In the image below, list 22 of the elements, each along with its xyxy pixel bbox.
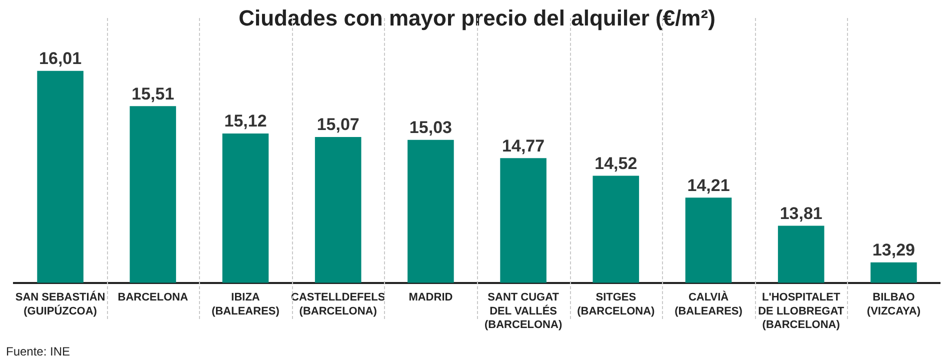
- data-label: 15,51: [132, 84, 174, 104]
- data-label: 14,77: [502, 136, 545, 156]
- data-label: 15,03: [409, 118, 452, 138]
- x-tick-label: L'HOSPITALET DE LLOBREGAT (BARCELONA): [758, 292, 844, 332]
- x-tick-label: IBIZA (BALEARES): [212, 292, 280, 318]
- data-label: 15,07: [316, 115, 360, 134]
- data-label: 13,81: [780, 204, 822, 223]
- annotation: Fuente: INE: [6, 344, 70, 358]
- x-tick-label: BARCELONA: [118, 292, 188, 304]
- data-label: 15,12: [224, 112, 267, 131]
- x-tick-label: SITGES (BARCELONA): [577, 292, 656, 318]
- data-label: 13,29: [872, 240, 915, 260]
- x-tick-label: MADRID: [408, 292, 453, 304]
- chart-title: Ciudades con mayor precio del alquiler (€/m²): [238, 5, 716, 30]
- x-tick-label: CALVIÀ (BALEARES): [674, 290, 743, 318]
- x-tick-label: CASTELLDEFELS (BARCELONA): [291, 292, 386, 318]
- data-label: 14,21: [687, 176, 730, 195]
- data-label: 16,01: [39, 49, 82, 68]
- x-tick-label: BILBAO (VIZCAYA): [866, 292, 921, 318]
- x-tick-label: SANT CUGAT DEL VALLÉS (BARCELONA): [484, 292, 562, 332]
- x-tick-label: SAN SEBASTIÁN (GUIPÚZCOA): [15, 290, 106, 318]
- data-label: 14,52: [594, 154, 638, 173]
